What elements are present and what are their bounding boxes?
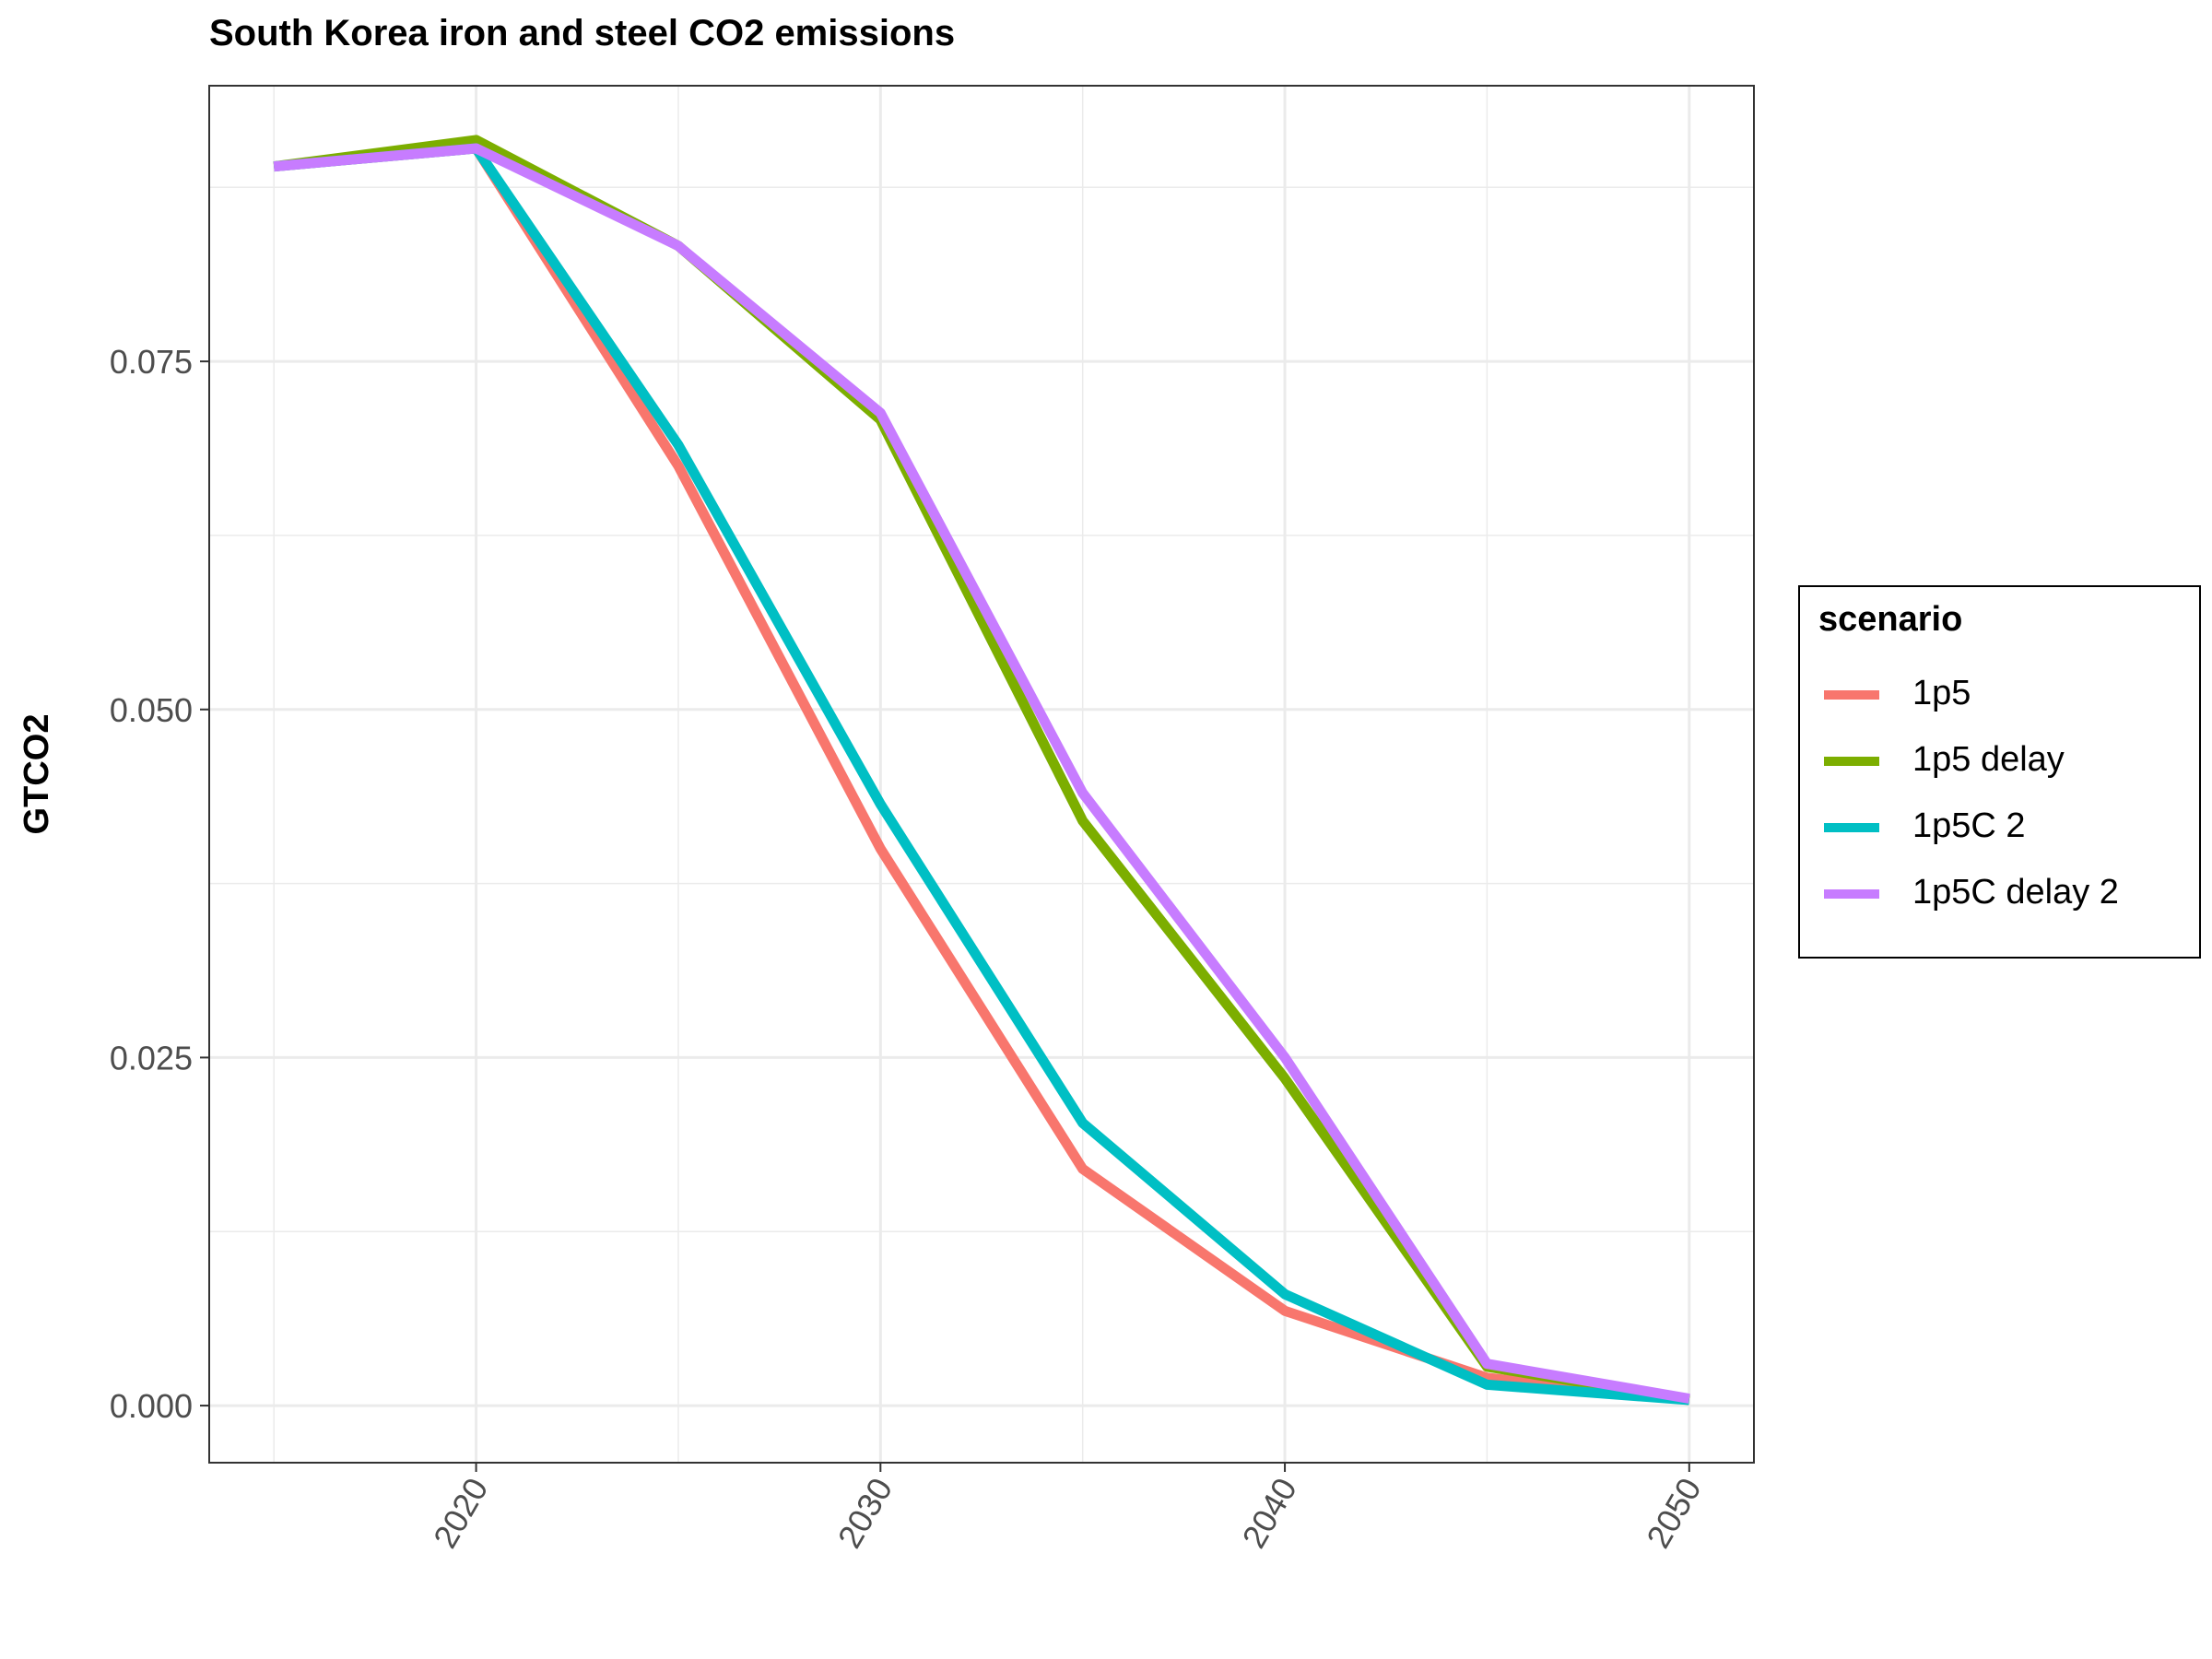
legend-item: 1p5	[1824, 666, 2193, 722]
chart-title: South Korea iron and steel CO2 emissions	[209, 13, 956, 53]
series-line-1p5c-delay-2	[273, 143, 1690, 1404]
y-axis: 0.000 0.025 0.050 0.075	[110, 343, 209, 1425]
y-tick-label: 0.025	[110, 1039, 193, 1077]
series-line-1p5c-2	[273, 143, 1690, 1406]
x-tick-label: 2020	[426, 1472, 496, 1555]
legend-title: scenario	[1818, 600, 1963, 639]
x-axis: 2020 2030 2040 2050	[426, 1463, 1709, 1554]
x-tick-label: 2050	[1639, 1472, 1709, 1555]
legend-swatch	[1824, 690, 1879, 700]
panel-border	[208, 85, 1755, 1464]
legend-label: 1p5	[1912, 674, 1971, 712]
legend-item: 1p5C delay 2	[1824, 865, 2193, 921]
y-tick-label: 0.050	[110, 691, 193, 729]
y-axis-title: GTCO2	[18, 714, 56, 835]
series-lines	[273, 135, 1690, 1406]
legend-swatch	[1824, 757, 1879, 766]
major-gridlines	[209, 86, 1754, 1463]
panel-background	[209, 86, 1754, 1463]
legend: scenario 1p5 1p5 delay 1p5C 2 1p5C delay 2	[1798, 585, 2201, 959]
legend-swatch	[1824, 889, 1879, 899]
y-tick-label: 0.000	[110, 1387, 193, 1425]
legend-swatch	[1824, 823, 1879, 832]
legend-label: 1p5C delay 2	[1912, 873, 2119, 912]
y-tick-label: 0.075	[110, 343, 193, 381]
minor-gridlines	[209, 86, 1754, 1463]
legend-label: 1p5 delay	[1912, 740, 2065, 779]
legend-item: 1p5C 2	[1824, 799, 2193, 854]
legend-label: 1p5C 2	[1912, 806, 2026, 845]
legend-item: 1p5 delay	[1824, 733, 2193, 788]
x-tick-label: 2040	[1234, 1472, 1304, 1555]
x-tick-label: 2030	[830, 1472, 900, 1555]
